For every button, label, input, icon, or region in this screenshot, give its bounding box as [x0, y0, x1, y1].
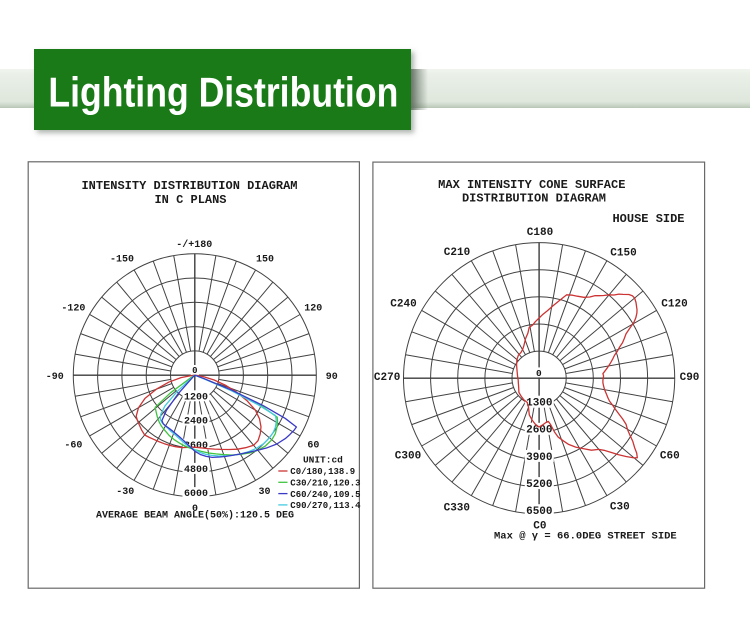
svg-text:-150: -150: [110, 255, 134, 266]
svg-text:150: 150: [256, 255, 274, 266]
svg-text:-/+180: -/+180: [176, 239, 212, 251]
svg-text:C330: C330: [444, 503, 470, 515]
svg-text:C90: C90: [680, 372, 700, 384]
svg-text:Lighting Distribution: Lighting Distribution: [48, 70, 398, 116]
svg-text:UNIT:cd: UNIT:cd: [303, 454, 343, 465]
svg-text:C270: C270: [374, 372, 400, 384]
svg-text:C90/270,113.4: C90/270,113.4: [290, 501, 361, 511]
svg-text:C150: C150: [610, 247, 636, 259]
svg-text:C240: C240: [390, 298, 416, 310]
svg-text:C120: C120: [661, 298, 687, 310]
svg-text:C0/180,138.9: C0/180,138.9: [290, 467, 355, 477]
svg-text:60: 60: [307, 440, 319, 451]
svg-text:C300: C300: [395, 451, 421, 463]
svg-text:5200: 5200: [526, 479, 552, 491]
svg-text:3600: 3600: [184, 441, 208, 452]
svg-text:0: 0: [536, 368, 542, 379]
svg-text:C0: C0: [533, 521, 546, 533]
svg-text:Max @ γ = 66.0DEG STREET SIDE: Max @ γ = 66.0DEG STREET SIDE: [494, 530, 677, 542]
svg-text:0: 0: [192, 504, 198, 515]
svg-text:MAX INTENSITY CONE SURFACE: MAX INTENSITY CONE SURFACE: [438, 178, 625, 192]
svg-text:2400: 2400: [184, 417, 208, 428]
svg-text:30: 30: [258, 487, 270, 498]
svg-text:C60/240,109.5: C60/240,109.5: [290, 490, 360, 500]
svg-text:120: 120: [304, 303, 322, 314]
svg-text:IN C PLANS: IN C PLANS: [154, 193, 226, 207]
svg-text:-120: -120: [61, 303, 85, 314]
svg-text:-60: -60: [64, 440, 82, 451]
svg-text:DISTRIBUTION DIAGRAM: DISTRIBUTION DIAGRAM: [462, 192, 606, 206]
svg-text:C210: C210: [444, 247, 470, 259]
svg-text:C30/210,120.3: C30/210,120.3: [290, 479, 360, 489]
svg-text:-90: -90: [46, 372, 64, 383]
svg-text:C180: C180: [527, 227, 553, 239]
svg-text:AVERAGE BEAM ANGLE(50%):120.5: AVERAGE BEAM ANGLE(50%):120.5 DEG: [96, 509, 294, 521]
svg-text:HOUSE SIDE: HOUSE SIDE: [612, 212, 684, 226]
svg-text:6000: 6000: [184, 489, 208, 500]
svg-text:INTENSITY DISTRIBUTION DIAGRAM: INTENSITY DISTRIBUTION DIAGRAM: [81, 179, 297, 193]
svg-text:1300: 1300: [526, 398, 552, 410]
svg-text:C60: C60: [660, 451, 680, 463]
svg-text:C30: C30: [610, 502, 630, 514]
svg-text:6500: 6500: [526, 506, 552, 518]
svg-text:0: 0: [192, 366, 197, 376]
svg-text:2600: 2600: [526, 425, 552, 437]
svg-text:3900: 3900: [526, 452, 552, 464]
svg-text:90: 90: [326, 372, 338, 383]
svg-text:1200: 1200: [184, 392, 208, 403]
svg-text:4800: 4800: [184, 465, 208, 476]
svg-text:-30: -30: [116, 487, 134, 498]
